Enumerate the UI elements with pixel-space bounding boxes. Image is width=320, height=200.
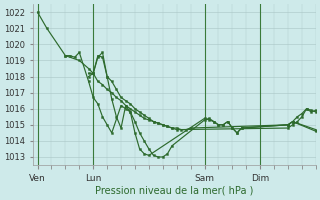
X-axis label: Pression niveau de la mer( hPa ): Pression niveau de la mer( hPa ) (95, 186, 253, 196)
